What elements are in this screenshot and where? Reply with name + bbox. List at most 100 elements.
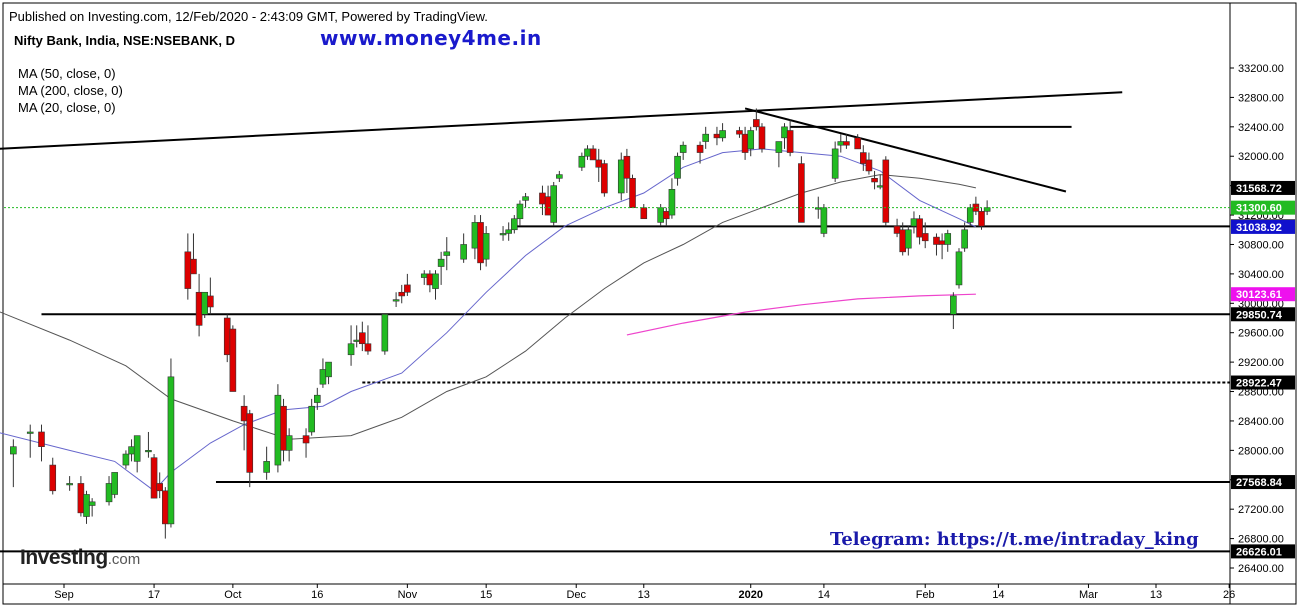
- bullish-candle: [820, 207, 828, 234]
- bullish-candle: [460, 244, 467, 260]
- bullish-candle: [781, 126, 788, 139]
- bullish-candle: [505, 229, 512, 234]
- bullish-candle: [679, 144, 687, 153]
- price-label-text: 29850.74: [1236, 309, 1283, 321]
- bearish-candle: [364, 343, 372, 352]
- price-label-box: [1231, 200, 1295, 215]
- bearish-candle: [798, 163, 805, 223]
- bullish-candle: [443, 251, 451, 256]
- indicator-ma200[interactable]: MA (200, close, 0): [18, 83, 123, 98]
- bearish-candle: [49, 464, 57, 492]
- bullish-candle: [128, 446, 135, 455]
- bearish-candle: [156, 483, 163, 492]
- bullish-candle: [511, 218, 518, 231]
- price-label-box: [1231, 375, 1295, 390]
- trendline: [744, 107, 1067, 193]
- x-tick-label: 26: [1223, 589, 1235, 601]
- support-resistance-lines: [0, 225, 1230, 553]
- bearish-candle: [544, 196, 552, 216]
- bearish-candle: [662, 211, 670, 220]
- bearish-candle: [280, 405, 287, 451]
- bullish-candle: [983, 207, 991, 212]
- bullish-candle: [263, 461, 270, 473]
- bullish-candle: [702, 133, 709, 142]
- logo-text: Investing: [20, 546, 108, 569]
- bearish-candle: [426, 273, 434, 286]
- y-tick-label: 28000.00: [1238, 445, 1284, 457]
- bearish-candle: [629, 177, 636, 209]
- bearish-candle: [921, 233, 929, 242]
- price-label-box: [1231, 287, 1295, 302]
- bullish-candle: [285, 435, 293, 451]
- x-tick-label: Feb: [916, 589, 935, 601]
- investing-logo[interactable]: Investing.com: [20, 546, 140, 570]
- bullish-candle: [353, 339, 361, 342]
- indicator-ma50[interactable]: MA (50, close, 0): [18, 66, 116, 81]
- bearish-candle: [38, 431, 45, 447]
- y-tick-label: 27200.00: [1238, 504, 1284, 516]
- bearish-candle: [893, 225, 901, 234]
- price-label-text: 26626.01: [1236, 546, 1282, 558]
- bullish-candle: [905, 229, 912, 249]
- bearish-candle: [398, 291, 406, 297]
- bullish-candle: [105, 483, 113, 503]
- indicator-ma20[interactable]: MA (20, close, 0): [18, 100, 116, 115]
- bullish-candle: [122, 453, 130, 466]
- bullish-candle: [392, 299, 400, 302]
- ma50-line: [0, 174, 977, 440]
- bearish-candle: [640, 207, 648, 220]
- x-tick-label: 14: [818, 589, 830, 601]
- bearish-candle: [229, 328, 237, 392]
- bullish-candle: [437, 258, 445, 267]
- bearish-candle: [359, 332, 366, 345]
- symbol-title: Nifty Bank, India, NSE:NSEBANK, D: [14, 33, 236, 48]
- bullish-candle: [831, 148, 839, 179]
- trendlines: [0, 91, 1123, 193]
- bearish-candle: [736, 130, 743, 135]
- price-label-box: [1231, 180, 1295, 195]
- bullish-candle: [66, 483, 73, 486]
- bearish-candle: [938, 240, 946, 245]
- bullish-candle: [657, 207, 664, 223]
- bullish-candle: [961, 229, 968, 249]
- bearish-candle: [240, 405, 248, 422]
- ma20-line: [0, 148, 977, 492]
- moving-averages: [0, 148, 977, 492]
- price-label-text: 30123.61: [1236, 289, 1282, 301]
- bullish-candle: [837, 141, 845, 146]
- y-tick-label: 30800.00: [1238, 239, 1284, 251]
- bearish-candle: [758, 126, 766, 150]
- price-label-box: [1231, 544, 1295, 559]
- bullish-candle: [381, 314, 389, 352]
- bullish-candle: [668, 189, 676, 216]
- candles: [10, 108, 991, 539]
- bullish-candle: [111, 472, 118, 495]
- bearish-candle: [713, 133, 721, 139]
- x-tick-label: Mar: [1079, 589, 1098, 601]
- logo-suffix: .com: [107, 551, 141, 568]
- bullish-candle: [325, 361, 332, 378]
- bearish-candle: [184, 251, 192, 289]
- y-tick-label: 29200.00: [1238, 357, 1284, 369]
- bullish-candle: [88, 501, 96, 506]
- bullish-candle: [876, 185, 884, 188]
- bullish-candle: [482, 233, 490, 260]
- telegram-link[interactable]: Telegram: https://t.me/intraday_king: [830, 529, 1199, 550]
- bearish-candle: [162, 490, 169, 525]
- time-axis: Sep 17 Oct 16 Nov 15 Dec 13 2020 14 Feb 14 Mar 13 26: [54, 584, 1235, 601]
- x-tick-label: 16: [311, 589, 323, 601]
- trendline: [0, 91, 1123, 150]
- bullish-candle: [584, 148, 591, 157]
- bullish-candle: [516, 203, 524, 220]
- watermark-url[interactable]: www.money4me.in: [320, 26, 542, 50]
- x-tick-label: 17: [148, 589, 160, 601]
- bearish-candle: [865, 159, 873, 172]
- y-tick-label: 29600.00: [1238, 328, 1284, 340]
- bearish-candle: [595, 159, 603, 168]
- bearish-candle: [933, 236, 940, 245]
- bearish-candle: [843, 141, 850, 146]
- bullish-candle: [420, 273, 428, 278]
